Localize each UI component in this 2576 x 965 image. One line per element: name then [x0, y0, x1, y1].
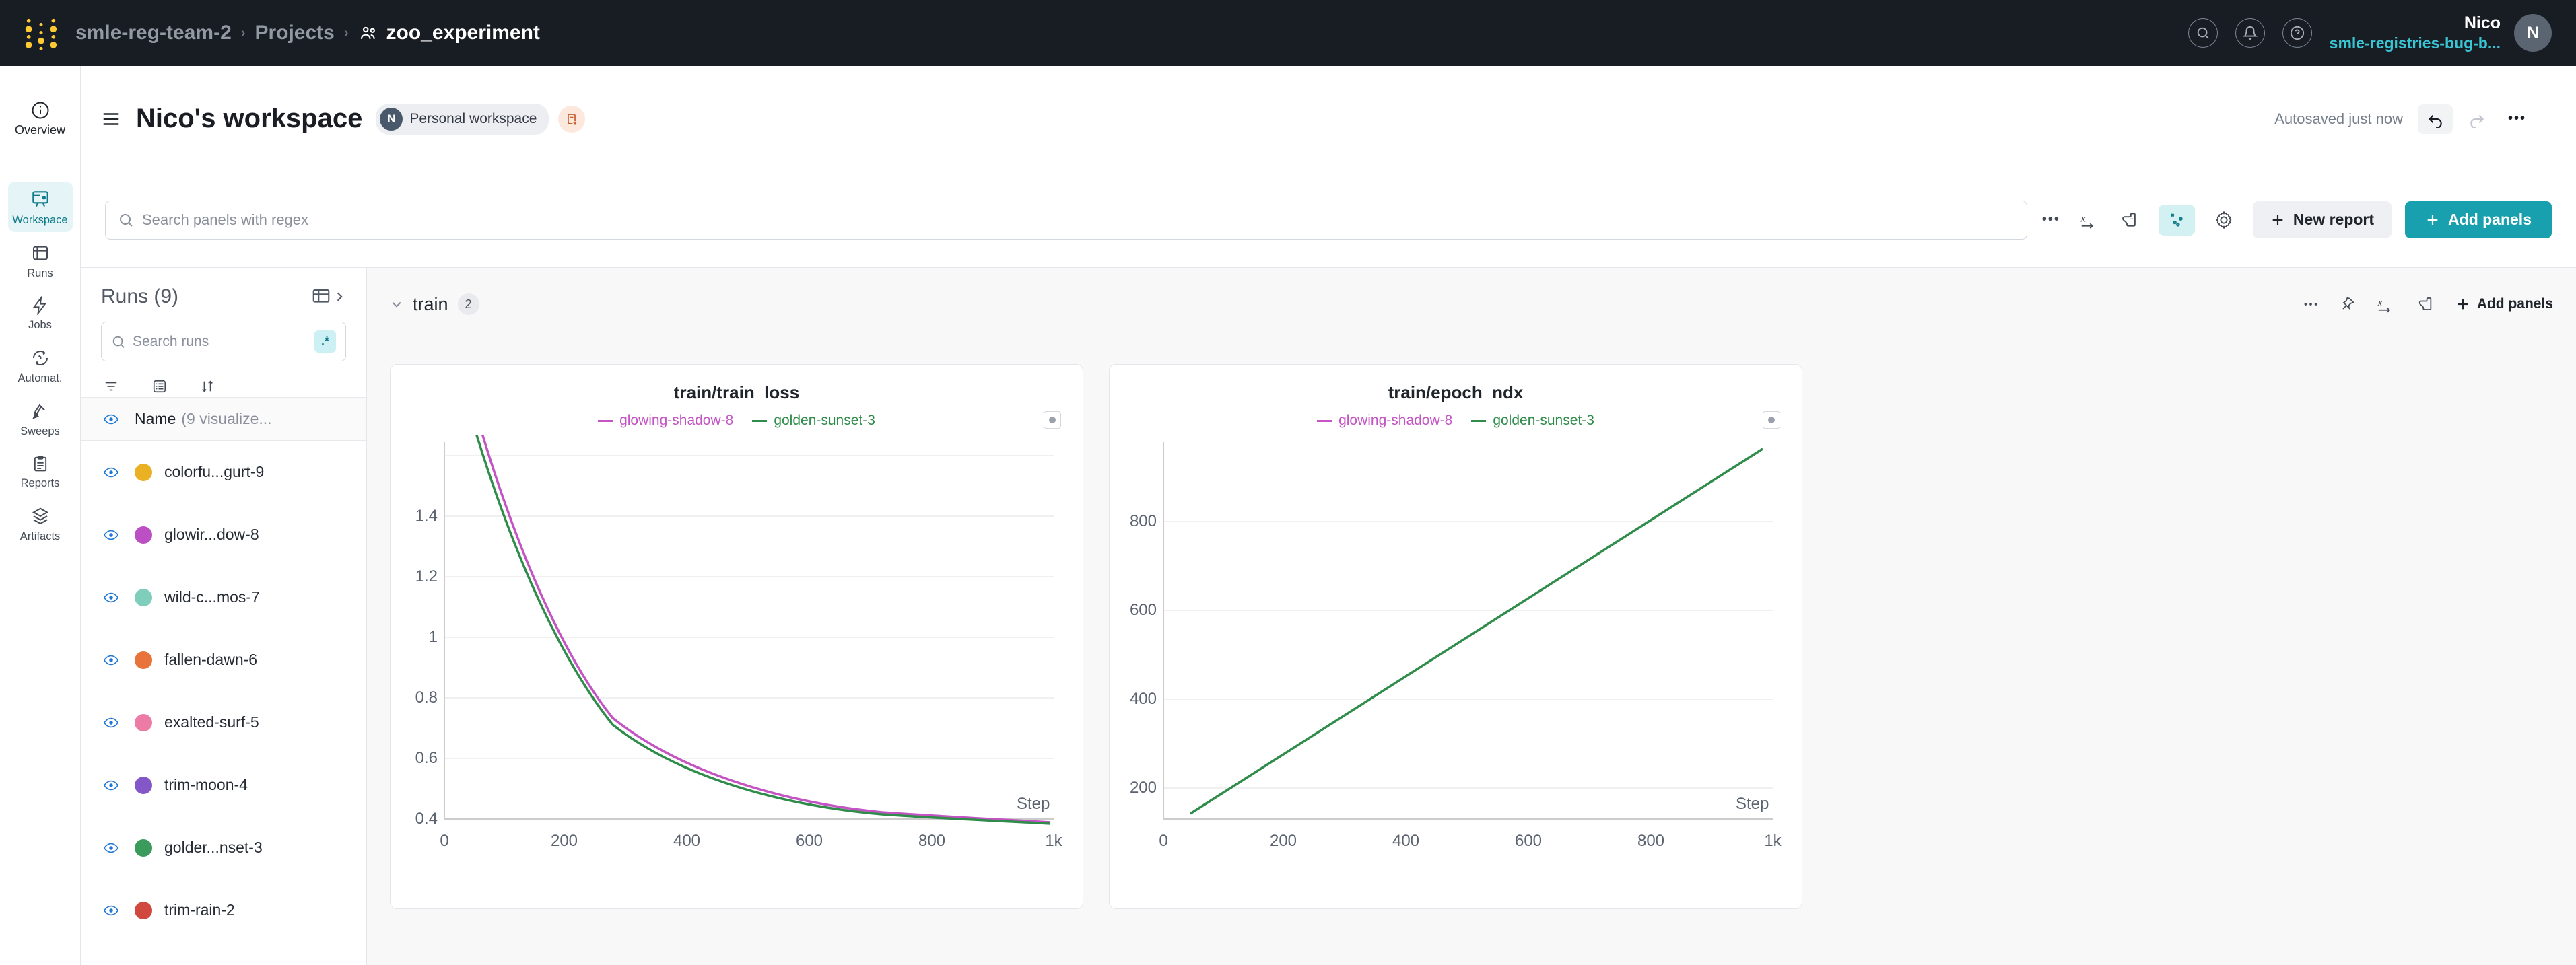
svg-text:800: 800: [918, 832, 945, 850]
svg-text:0.8: 0.8: [415, 688, 438, 707]
svg-text:800: 800: [1637, 832, 1664, 850]
svg-text:400: 400: [1130, 690, 1157, 708]
svg-text:1: 1: [429, 628, 438, 646]
svg-text:1.2: 1.2: [415, 567, 438, 585]
svg-text:0: 0: [1159, 832, 1167, 850]
svg-text:x: x: [2080, 212, 2086, 224]
svg-text:400: 400: [1392, 832, 1419, 850]
svg-text:0: 0: [440, 832, 448, 850]
svg-text:600: 600: [1515, 832, 1542, 850]
svg-text:600: 600: [796, 832, 823, 850]
svg-text:800: 800: [1130, 512, 1157, 530]
svg-text:Step: Step: [1017, 795, 1050, 813]
svg-text:200: 200: [551, 832, 578, 850]
svg-text:1k: 1k: [1764, 832, 1782, 850]
svg-text:0.4: 0.4: [415, 810, 438, 828]
svg-text:400: 400: [673, 832, 700, 850]
svg-text:600: 600: [1130, 601, 1157, 619]
svg-text:1k: 1k: [1045, 832, 1062, 850]
svg-text:Step: Step: [1736, 795, 1769, 813]
svg-text:x: x: [2377, 297, 2383, 309]
svg-text:1.4: 1.4: [415, 507, 438, 525]
svg-text:0.6: 0.6: [415, 749, 438, 767]
svg-text:200: 200: [1130, 779, 1157, 797]
svg-text:200: 200: [1270, 832, 1297, 850]
